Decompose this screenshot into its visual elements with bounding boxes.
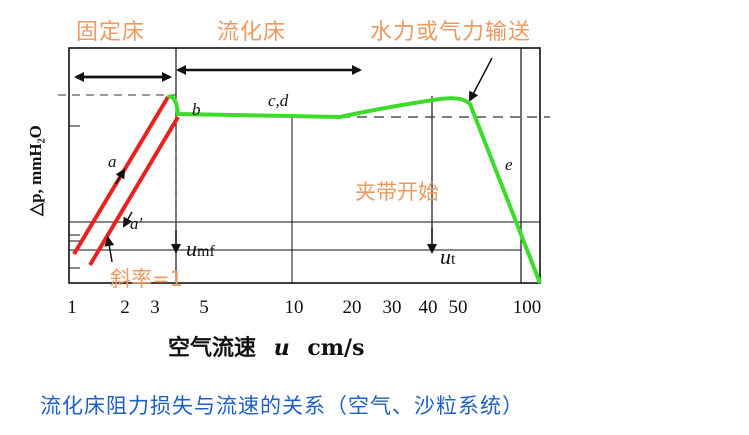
- fixed-bed-label: 固定床: [76, 20, 146, 45]
- x-axis-title: 空气流速 u cm/s: [168, 335, 365, 361]
- plot-frame: [68, 47, 541, 284]
- label-cd: c,d: [268, 91, 289, 110]
- ut-label: ut: [440, 244, 456, 269]
- x-tick: 5: [199, 297, 209, 318]
- x-tick: 3: [150, 297, 160, 318]
- figure-caption: 流化床阻力损失与流速的关系（空气、沙粒系统）: [40, 394, 524, 418]
- x-tick: 10: [284, 297, 304, 318]
- entrainment-start-label: 夹带开始: [355, 180, 439, 204]
- label-b: b: [192, 100, 201, 119]
- curve-a-prime-arrow: [123, 211, 133, 228]
- curve-green-hook: [167, 95, 179, 115]
- label-e: e: [505, 155, 513, 174]
- slope-pointer-arrow: [104, 236, 115, 263]
- x-tick: 20: [342, 297, 362, 318]
- x-tick: 2: [120, 297, 130, 318]
- curve-green: [167, 94, 542, 284]
- slope-label: 斜率=1: [110, 267, 183, 291]
- curve-a-prime: [88, 115, 180, 267]
- label-a: a: [108, 152, 117, 171]
- transport-label: 水力或气力输送: [370, 20, 532, 45]
- label-a-prime: a′: [130, 214, 143, 233]
- x-tick: 1: [67, 297, 77, 318]
- fluidized-bed-label: 流化床: [217, 20, 287, 45]
- x-tick: 40: [418, 297, 438, 318]
- y-axis-label: △p, mmH₂O: [26, 125, 45, 216]
- x-tick: 30: [382, 297, 402, 318]
- x-tick: 50: [448, 297, 468, 318]
- curve-a-arrow: [115, 168, 125, 185]
- transport-pointer-arrow: [469, 57, 493, 102]
- umf-label: umf: [186, 236, 215, 261]
- x-tick: 100: [512, 297, 542, 318]
